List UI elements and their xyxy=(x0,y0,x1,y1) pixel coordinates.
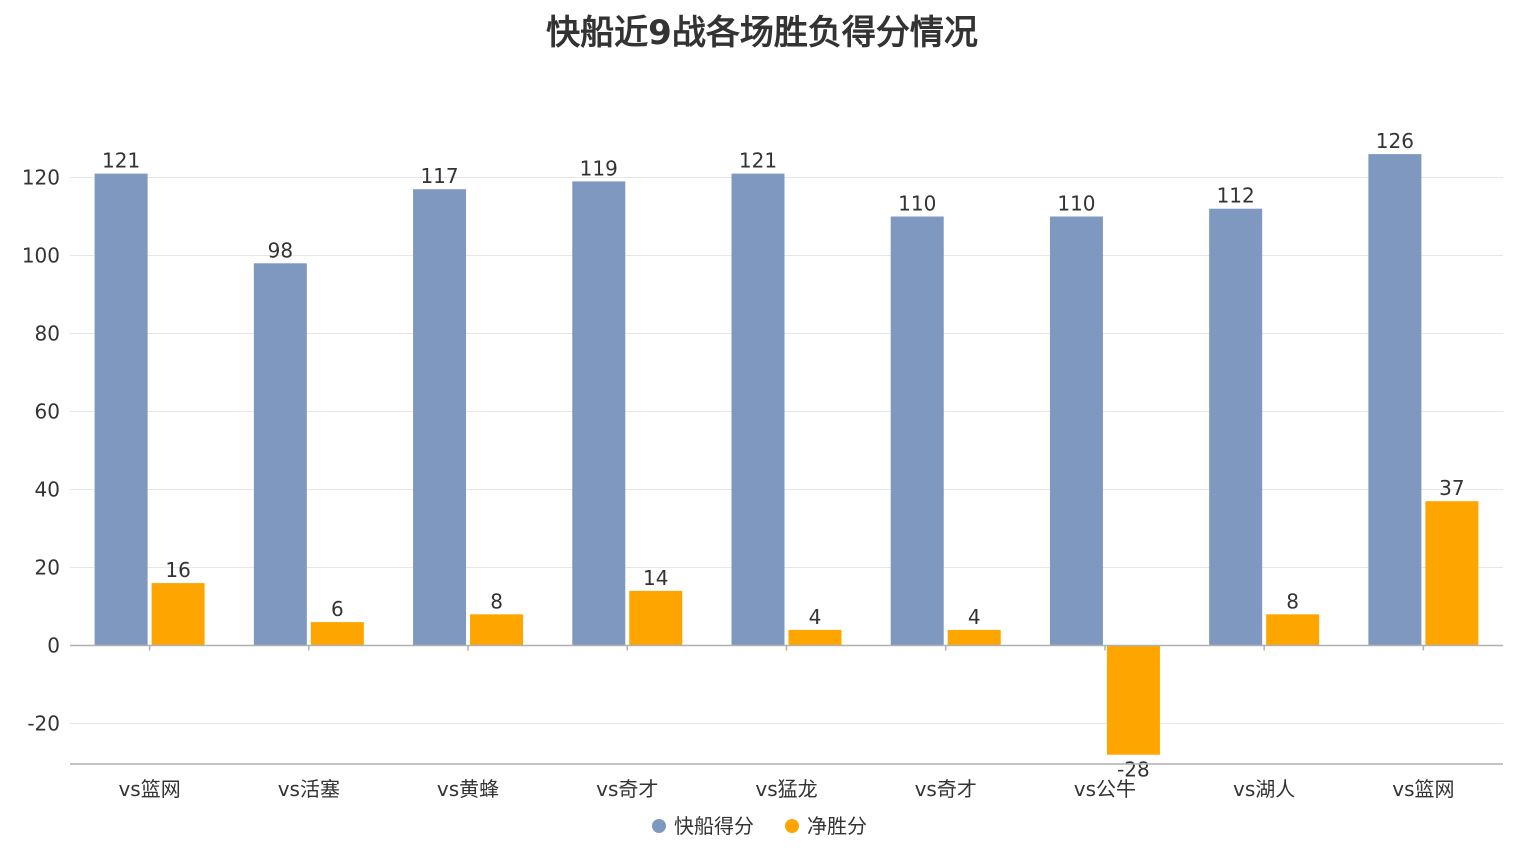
data-label-net: 16 xyxy=(165,558,190,582)
y-tick-label: 80 xyxy=(35,322,60,346)
data-label-net: 37 xyxy=(1439,476,1464,500)
y-tick-label: 40 xyxy=(35,478,60,502)
data-label-score: 110 xyxy=(898,192,936,216)
y-tick-label: -20 xyxy=(27,712,60,736)
legend-label: 净胜分 xyxy=(807,814,867,838)
x-axis: vs篮网 vs活塞 vs黄蜂 vs奇才 vs猛龙 vs奇才 vs公牛 vs湖人 vs篮网 xyxy=(70,644,1503,801)
data-label-net: 8 xyxy=(490,589,503,613)
data-label-net: -28 xyxy=(1117,758,1150,782)
y-tick-label: 100 xyxy=(22,244,60,268)
bar-net[interactable] xyxy=(1106,645,1160,755)
category-label: vs奇才 xyxy=(915,777,977,801)
y-tick-label: 120 xyxy=(22,166,60,190)
bars xyxy=(94,154,1479,755)
data-label-net: 4 xyxy=(809,605,822,629)
legend-marker xyxy=(785,819,799,833)
bar-score[interactable] xyxy=(572,181,626,646)
y-axis: -20 0 20 40 60 80 100 120 xyxy=(22,166,60,736)
data-label-score: 110 xyxy=(1057,192,1095,216)
bar-net[interactable] xyxy=(947,629,1001,646)
legend-item-net[interactable]: 净胜分 xyxy=(785,814,867,838)
data-label-net: 8 xyxy=(1286,589,1299,613)
data-label-net: 4 xyxy=(968,605,981,629)
data-label-score: 121 xyxy=(102,149,140,173)
category-label: vs湖人 xyxy=(1233,777,1295,801)
bar-score[interactable] xyxy=(731,173,785,646)
legend-marker xyxy=(652,819,666,833)
category-label: vs篮网 xyxy=(1392,777,1454,801)
data-label-score: 117 xyxy=(420,164,458,188)
grid-lines xyxy=(70,177,1503,724)
y-tick-label: 20 xyxy=(35,556,60,580)
category-label: vs公牛 xyxy=(1074,777,1136,801)
data-labels: 121 16 98 6 117 8 119 14 121 4 110 4 110 -28 112 8 126 37 xyxy=(102,129,1465,782)
bar-score[interactable] xyxy=(1368,154,1422,646)
bar-net[interactable] xyxy=(788,629,842,646)
y-tick-label: 60 xyxy=(35,400,60,424)
legend[interactable]: 快船得分 净胜分 xyxy=(652,814,867,838)
category-label: vs活塞 xyxy=(278,777,340,801)
category-label: vs奇才 xyxy=(596,777,658,801)
bar-net[interactable] xyxy=(1266,614,1320,646)
y-tick-label: 0 xyxy=(47,634,60,658)
bar-net[interactable] xyxy=(1425,501,1479,646)
legend-label: 快船得分 xyxy=(674,814,754,838)
data-label-score: 112 xyxy=(1217,184,1255,208)
data-label-score: 119 xyxy=(580,156,618,180)
bar-score[interactable] xyxy=(94,173,148,646)
bar-net[interactable] xyxy=(470,614,524,646)
bar-score[interactable] xyxy=(890,216,944,646)
category-label: vs篮网 xyxy=(118,777,180,801)
legend-item-score[interactable]: 快船得分 xyxy=(652,814,754,838)
category-label: vs猛龙 xyxy=(755,777,817,801)
bar-score[interactable] xyxy=(253,263,307,646)
data-label-score: 126 xyxy=(1376,129,1414,153)
bar-score[interactable] xyxy=(413,189,467,646)
bar-score[interactable] xyxy=(1209,208,1263,646)
data-label-net: 14 xyxy=(643,566,668,590)
bar-net[interactable] xyxy=(310,622,364,646)
data-label-score: 121 xyxy=(739,149,777,173)
chart-title: 快船近9战各场胜负得分情况 xyxy=(546,13,978,53)
data-label-score: 98 xyxy=(268,238,293,262)
bar-net[interactable] xyxy=(629,590,683,646)
data-label-net: 6 xyxy=(331,597,344,621)
bar-score[interactable] xyxy=(1049,216,1103,646)
bar-net[interactable] xyxy=(151,583,205,646)
category-label: vs黄蜂 xyxy=(437,777,499,801)
